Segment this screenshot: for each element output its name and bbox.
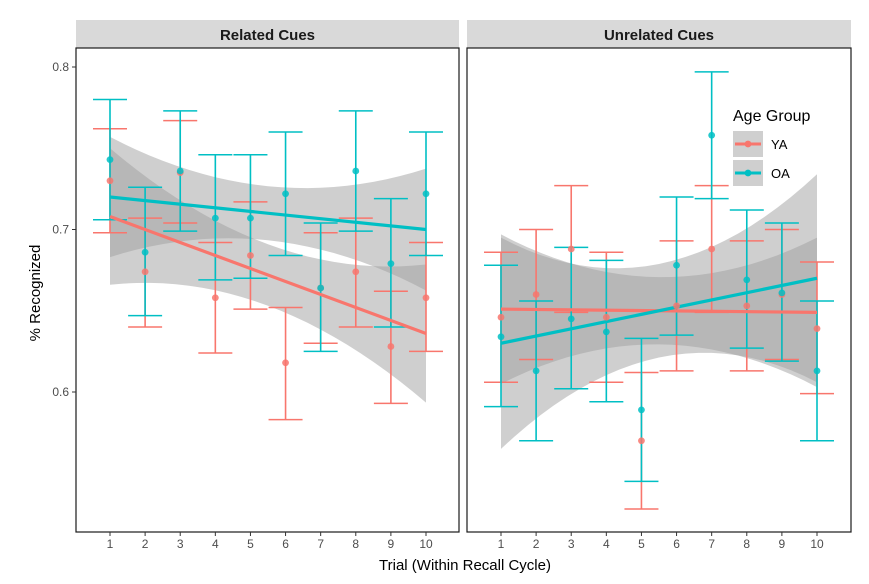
x-tick-label: 2	[142, 537, 149, 551]
point-oa-4	[211, 214, 219, 222]
point-ya-4	[211, 294, 219, 302]
panel-unrelated-cues: Unrelated Cues 1 2 3 4 5 6 7 8 9 10	[466, 20, 852, 551]
y-axis-title: % Recognized	[27, 245, 44, 342]
x-tick-label: 8	[352, 537, 359, 551]
point-ya-2	[141, 268, 149, 276]
x-tick-label: 6	[282, 537, 289, 551]
point-oa-6	[673, 261, 680, 269]
panel-plot-area	[484, 71, 834, 510]
x-tick-label: 1	[107, 537, 114, 551]
panel-related-cues: Related Cues 1 2 3 4 5 6 7 8 9 10	[75, 20, 460, 551]
x-tick-label: 5	[247, 537, 254, 551]
x-tick-label: 5	[638, 537, 645, 551]
fit-line-ya	[109, 214, 427, 336]
point-oa-2	[141, 248, 149, 256]
point-ya-6	[282, 359, 289, 367]
point-ya-1	[106, 177, 114, 185]
point-ya-5	[247, 252, 254, 259]
x-tick-label: 6	[673, 537, 680, 551]
point-oa-5	[638, 406, 645, 414]
x-tick-label: 9	[779, 537, 786, 551]
point-oa-7	[708, 131, 716, 139]
panels-layer: Related Cues 1 2 3 4 5 6 7 8 9 10 Unrelated Cues 1 2 3…	[52, 20, 852, 551]
point-oa-5	[247, 214, 254, 222]
point-oa-1	[497, 333, 505, 341]
point-oa-10	[813, 367, 821, 375]
legend-label-oa: OA	[771, 166, 790, 181]
point-ya-3	[567, 245, 575, 253]
x-tick-label: 4	[603, 537, 610, 551]
point-ya-7	[708, 245, 716, 253]
x-tick-label: 4	[212, 537, 219, 551]
facet-strip	[76, 20, 459, 48]
legend: Age Group YA OA	[733, 108, 810, 186]
facet-strip-title: Unrelated Cues	[604, 27, 714, 44]
x-tick-label: 10	[419, 537, 433, 551]
point-ya-1	[497, 313, 505, 321]
point-oa-3	[176, 167, 184, 175]
point-ya-10	[422, 294, 430, 302]
x-tick-label: 8	[743, 537, 750, 551]
point-oa-9	[387, 260, 395, 268]
point-oa-3	[567, 315, 575, 323]
x-tick-label: 10	[810, 537, 824, 551]
y-tick-label: 0.7	[52, 223, 69, 237]
point-oa-7	[317, 284, 325, 292]
point-ya-2	[532, 291, 540, 298]
point-ya-10	[813, 325, 821, 333]
point-ya-5	[638, 437, 645, 445]
y-tick-label: 0.6	[52, 385, 69, 399]
legend-label-ya: YA	[771, 137, 788, 152]
point-ya-6	[673, 302, 680, 310]
legend-key-ya	[733, 131, 763, 157]
point-oa-8	[743, 276, 751, 284]
point-oa-9	[778, 289, 786, 297]
x-axis-title: Trial (Within Recall Cycle)	[379, 557, 551, 574]
x-tick-label: 7	[708, 537, 715, 551]
x-tick-label: 9	[388, 537, 395, 551]
x-tick-label: 2	[533, 537, 540, 551]
point-oa-8	[352, 167, 360, 175]
x-tick-label: 7	[317, 537, 324, 551]
legend-key-oa	[733, 160, 763, 186]
point-ya-4	[602, 313, 610, 321]
point-oa-1	[106, 156, 114, 164]
fit-line-oa	[500, 276, 818, 345]
point-oa-10	[422, 190, 430, 198]
legend-key-point	[744, 169, 752, 177]
x-tick-label: 3	[177, 537, 184, 551]
point-ya-8	[352, 268, 360, 276]
facet-strip-title: Related Cues	[220, 27, 315, 44]
panel-plot-area	[93, 98, 443, 421]
point-oa-6	[282, 190, 289, 198]
y-tick-label: 0.8	[52, 60, 69, 74]
fit-line-oa	[109, 195, 427, 232]
point-oa-4	[602, 328, 610, 336]
facet-strip	[467, 20, 851, 48]
legend-key-point	[744, 140, 752, 148]
point-ya-8	[743, 302, 751, 310]
x-tick-label: 1	[498, 537, 505, 551]
x-tick-label: 3	[568, 537, 575, 551]
point-ya-9	[387, 343, 395, 350]
point-oa-2	[532, 367, 540, 375]
legend-title: Age Group	[733, 108, 810, 125]
